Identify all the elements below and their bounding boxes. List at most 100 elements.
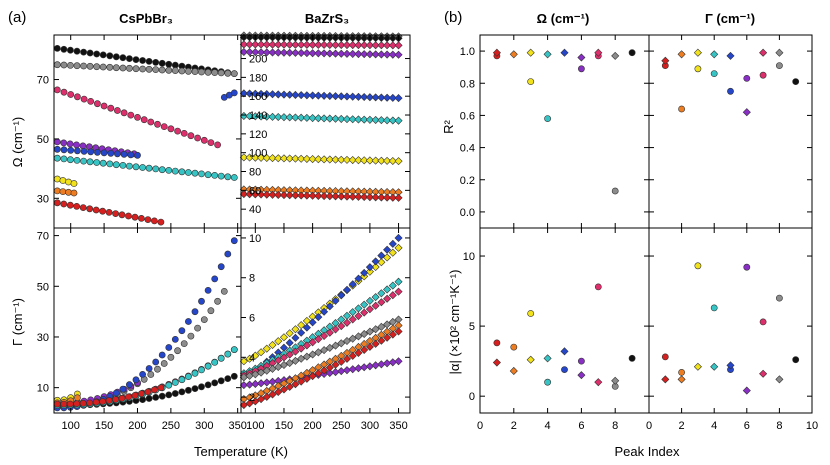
data-point-cs_omega-peak8-22 [198,68,205,76]
y-tick-label-ba_omega-180: 180 [249,72,267,84]
data-point-cs_gamma-peak5-12 [132,376,140,384]
data-point-ba_gamma-peak6-22 [365,362,374,371]
y-tick-label-ba_omega-60: 60 [249,185,261,197]
data-point-cs_omega-peak2-0 [53,187,61,195]
data-point-cs_omega-peak7-4 [80,95,88,103]
data-point-cs_gamma-peak5-10 [119,385,127,393]
data-point-ba_gamma-peak1-2 [251,397,260,406]
data-point-ba_omega-peak1-4 [262,190,271,199]
data-point-ba_omega-peak3-27 [394,157,403,166]
data-point-ba_omega-peak5-6 [274,90,283,99]
data-point-cs_gamma-peak9-21 [191,385,199,392]
data-point-cs_omega-peak4-12 [132,163,140,171]
data-point-ba_omega-peak3-14 [320,155,329,164]
data-point-ba_omega-peak7-19 [348,41,357,50]
x-tick-label-al_om-6: 6 [578,420,584,432]
data-point-r2-omega-circle-1 [527,78,535,85]
data-point-cs_gamma-peak5-11 [125,381,133,389]
data-point-ba_gamma-peak4-18 [342,311,352,320]
data-point-ba_omega-peak7-4 [262,40,271,49]
data-point-ba_gamma-peak3-2 [251,351,260,360]
data-point-ba_gamma-peak1-5 [268,390,277,399]
data-point-cs_gamma-peak5-21 [191,308,199,316]
data-point-ba_omega-peak4-3 [257,112,266,121]
data-point-ba_omega-peak4-5 [268,112,277,121]
data-point-alpha-omega-diamond-2 [526,355,535,364]
data-point-ba_omega-peak3-19 [348,156,357,165]
data-point-cs_omega-peak7-22 [200,136,208,144]
y-tick-label-ba_omega-80: 80 [249,167,261,179]
data-point-cs_gamma-peak9-15 [152,393,160,401]
data-point-r2-omega-circle-6 [628,49,636,57]
x-tick-label-al_om-2: 2 [511,420,517,432]
data-point-ba_gamma-peak5-22 [365,263,374,272]
data-point-ba_omega-peak6-12 [308,49,317,58]
data-point-cs_omega-peak7-18 [174,127,181,135]
data-point-ba_omega-peak6-5 [268,48,277,57]
data-point-r2-gamma-diamond-7 [775,48,784,57]
data-point-cs_gamma-peak9-16 [158,392,166,400]
data-point-ba_gamma-peak7-9 [291,347,300,356]
data-point-ba_omega-peak1-1 [245,190,254,199]
data-point-cs_gamma-peak1-6 [92,398,100,406]
data-point-cs_gamma-peak5-27 [230,237,238,245]
data-point-ba_gamma-peak8-12 [308,350,317,359]
data-point-ba_gamma-peak7-25 [383,294,392,303]
data-point-ba_gamma-peak1-22 [365,342,374,351]
data-point-ba_omega-peak5-2 [251,89,260,98]
y-tick-label-al_om-10: 10 [463,251,475,263]
data-point-ba_gamma-peak3-26 [388,248,397,257]
y-axis-label-r2: R² [441,119,456,133]
data-point-cs_gamma-peak5-24 [211,275,219,283]
data-point-ba_omega-peak7-27 [394,41,403,50]
data-point-cs_omega-peak4-8 [106,160,114,168]
data-point-ba_omega-peak3-2 [251,153,260,162]
data-point-ba_omega-peak1-19 [348,192,357,201]
data-point-ba_omega-peak7-16 [331,40,340,49]
plot-frame-al_om [479,227,650,414]
data-point-alpha-omega-circle-8 [628,354,636,362]
data-point-ba_omega-peak4-23 [371,115,380,125]
data-point-ba_omega-peak1-18 [342,192,352,201]
data-point-alpha-gamma-circle-3 [710,304,718,312]
data-point-cs_omega-peak7-21 [194,134,201,142]
data-point-ba_gamma-peak1-21 [360,345,369,354]
data-point-cs_gamma-peak4-22 [198,366,205,374]
header-cspbbr3: CsPbBr₃ [119,11,173,26]
data-point-cs_omega-peak4-18 [171,167,179,175]
data-point-cs_gamma-peak4-25 [217,354,225,362]
data-point-cs_gamma-peak1-7 [99,398,106,405]
data-point-ba_omega-peak5-24 [377,93,386,102]
data-point-ba_omega-peak6-15 [325,49,334,58]
y-tick-label-ba_gamma-6: 6 [249,313,255,325]
data-point-ba_gamma-peak8-7 [279,360,288,370]
x-axis-label-temperature: Temperature (K) [194,444,288,459]
data-point-alpha-gamma-circle-6 [759,318,767,326]
data-point-cs_gamma-peak8-22 [200,316,208,323]
data-point-cs_gamma-peak5-22 [198,297,205,305]
data-point-ba_gamma-peak5-19 [348,280,357,289]
data-point-ba_omega-peak3-3 [257,153,266,162]
data-point-alpha-omega-circle-5 [578,357,585,365]
data-point-ba_gamma-peak8-16 [331,341,340,350]
data-point-cs_omega-peak8-17 [165,66,173,74]
data-point-cs_gamma-peak8-23 [207,307,215,315]
data-point-ba_gamma-peak1-25 [383,333,392,342]
data-point-ba_gamma-peak4-24 [377,289,386,298]
data-point-alpha-gamma-diamond-2 [693,362,702,371]
plot-frame-r2_om [479,34,650,229]
data-point-ba_omega-peak6-2 [251,48,260,57]
data-point-cs_gamma-peak5-19 [178,327,186,335]
y-tick-label-cs_omega-70: 70 [37,75,49,87]
data-point-cs_omega-peak8-13 [139,65,146,73]
y-tick-label-r2_om-0.8: 0.8 [460,78,475,90]
data-point-alpha-omega-diamond-4 [560,347,569,356]
data-point-cs_gamma-peak1-2 [66,400,74,408]
data-point-ba_gamma-peak8-13 [314,348,323,357]
data-point-cs_omega-peak1-11 [125,212,132,220]
y-axis-label-omega: Ω (cm⁻¹) [10,117,25,168]
data-point-ba_omega-peak1-6 [274,190,283,199]
data-point-alpha-omega-diamond-1 [509,366,518,375]
y-tick-label-r2_om-0.4: 0.4 [460,143,475,155]
data-point-ba_gamma-peak5-18 [342,285,352,294]
